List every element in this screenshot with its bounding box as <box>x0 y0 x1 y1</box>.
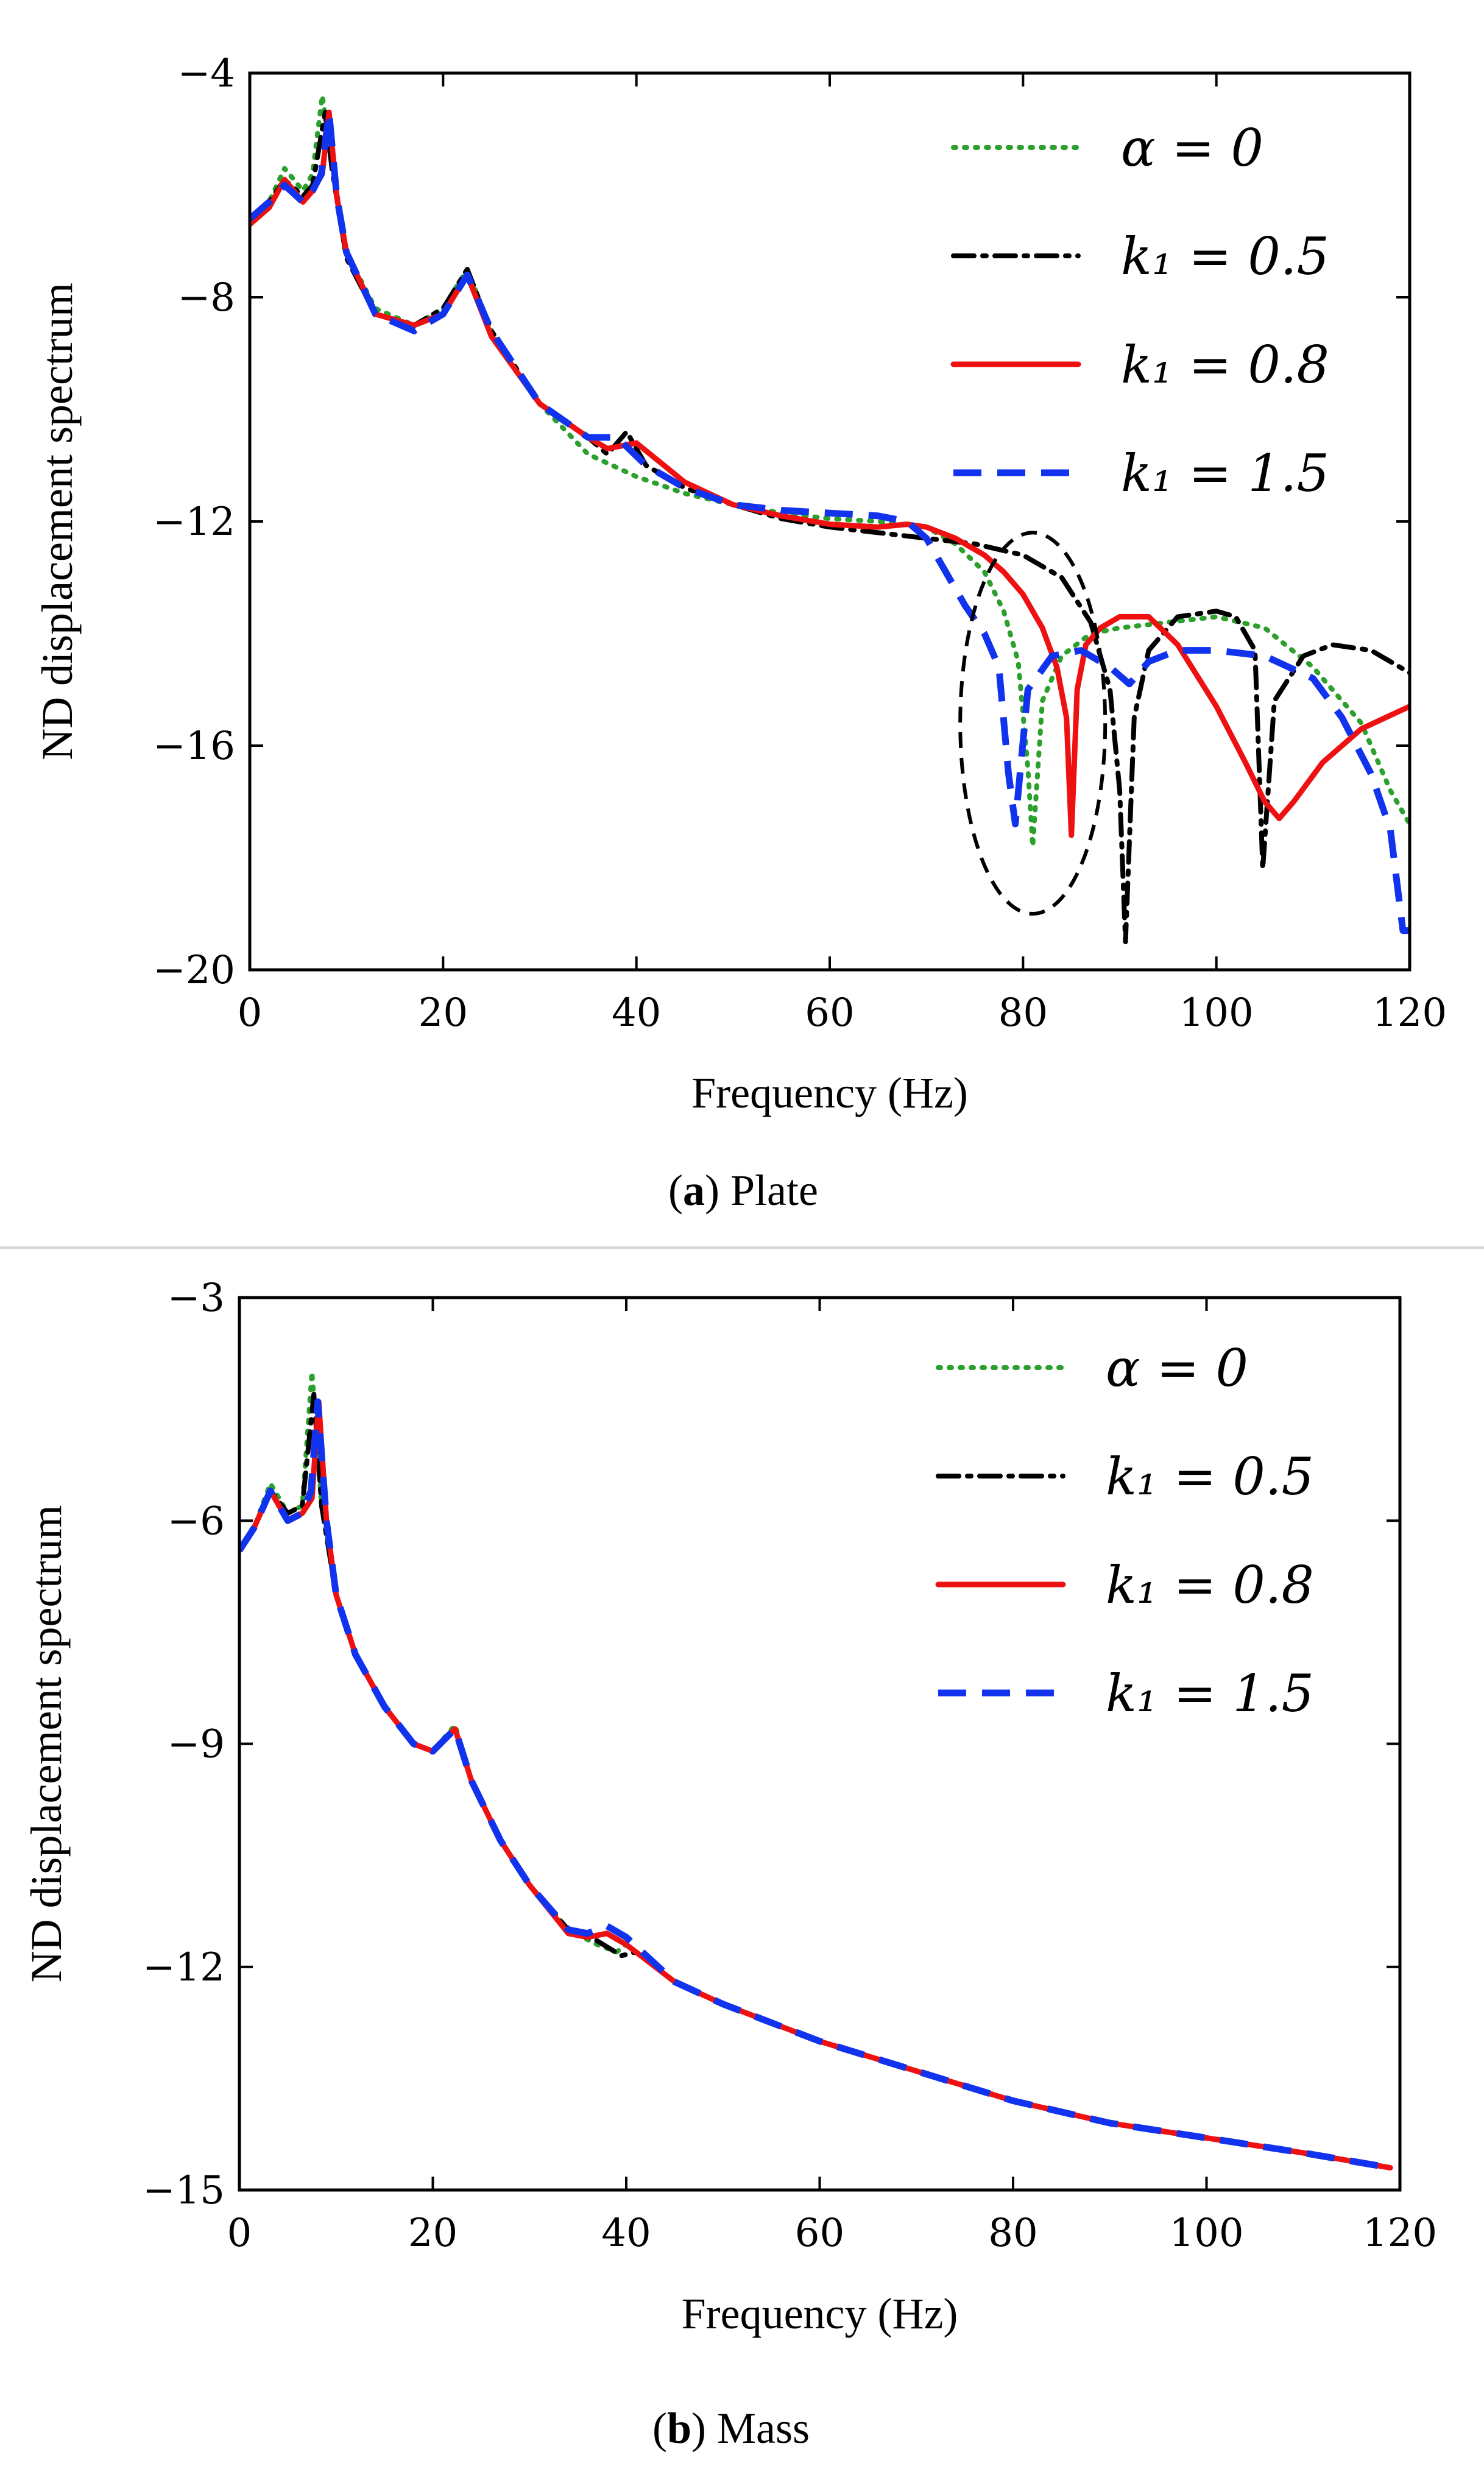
x-axis-label: Frequency (Hz) <box>691 1069 968 1117</box>
plot-area <box>239 1369 1393 2171</box>
legend: α = 0 k₁ = 0.5 k₁ = 0.8 k₁ = 1.5 <box>950 118 1329 503</box>
x-tick-label: 120 <box>1373 991 1447 1036</box>
series-line-solid <box>250 109 1410 838</box>
x-tick-label: 60 <box>805 991 854 1036</box>
legend-entry: k₁ = 0.5 <box>1121 227 1329 286</box>
series-line-dashdot <box>239 1391 1393 2171</box>
y-tick-label: −12 <box>143 1945 225 1990</box>
y-tick-label: −16 <box>153 724 235 769</box>
caption-open: ( <box>652 2404 667 2453</box>
legend-entry: k₁ = 1.5 <box>1106 1664 1314 1723</box>
y-tick-label: −9 <box>168 1722 225 1767</box>
y-axis-label: ND displacement spectrum <box>33 283 82 760</box>
caption-open: ( <box>668 1166 683 1215</box>
x-tick-label: 40 <box>601 2211 651 2256</box>
legend-entry: k₁ = 0.8 <box>1121 335 1329 395</box>
y-tick-label: −20 <box>153 948 235 993</box>
legend: α = 0 k₁ = 0.5 k₁ = 0.8 k₁ = 1.5 <box>935 1338 1314 1723</box>
series-line-dashed <box>239 1398 1391 2171</box>
panel-caption: (a) Plate <box>668 1166 818 1215</box>
y-tick-label: −8 <box>178 275 235 320</box>
y-tick-label: −15 <box>143 2168 225 2213</box>
y-tick-label: −12 <box>153 500 235 545</box>
legend-entry: k₁ = 1.5 <box>1121 443 1329 503</box>
caption-text: Mass <box>717 2404 810 2453</box>
chart-b: 0 20 40 60 80 100 120 −3 −6 −9 −12 −15 Frequency (Hz… <box>22 1276 1437 2453</box>
legend-entry: k₁ = 0.5 <box>1106 1447 1314 1507</box>
caption-letter: b <box>667 2404 691 2453</box>
y-tick-label: −6 <box>168 1499 225 1544</box>
annotation-ellipse <box>958 531 1108 916</box>
plot-area <box>250 93 1410 944</box>
y-tick-label: −3 <box>168 1276 225 1321</box>
x-tick-label: 20 <box>408 2211 458 2256</box>
legend-entry: α = 0 <box>1121 118 1263 178</box>
y-tick-label: −4 <box>178 51 235 96</box>
x-tick-label: 20 <box>419 991 468 1036</box>
x-tick-label: 0 <box>227 2211 252 2256</box>
legend-entry: α = 0 <box>1106 1338 1248 1398</box>
caption-close: ) <box>705 1166 730 1215</box>
series-line-solid <box>239 1399 1393 2171</box>
caption-close: ) <box>691 2404 717 2453</box>
panel-caption: (b) Mass <box>652 2404 810 2453</box>
x-tick-label: 60 <box>795 2211 844 2256</box>
series-line-dotted <box>250 93 1410 849</box>
x-tick-label: 100 <box>1179 991 1254 1036</box>
x-tick-label: 40 <box>612 991 661 1036</box>
plot-frame <box>248 71 1412 972</box>
x-tick-label: 80 <box>998 991 1048 1036</box>
x-tick-label: 0 <box>238 991 263 1036</box>
series-line-dashed <box>250 108 1410 934</box>
x-tick-label: 100 <box>1169 2211 1243 2256</box>
x-tick-label: 120 <box>1363 2211 1437 2256</box>
chart-a: 0 20 40 60 80 100 120 −4 −8 −12 −16 −20 Frequency (H… <box>33 51 1447 1215</box>
x-axis-label: Frequency (Hz) <box>682 2289 958 2338</box>
caption-letter: a <box>683 1166 705 1215</box>
x-tick-label: 80 <box>988 2211 1037 2256</box>
y-axis-label: ND displacement spectrum <box>22 1505 71 1983</box>
legend-entry: k₁ = 0.8 <box>1106 1555 1314 1615</box>
caption-text: Plate <box>730 1166 818 1215</box>
